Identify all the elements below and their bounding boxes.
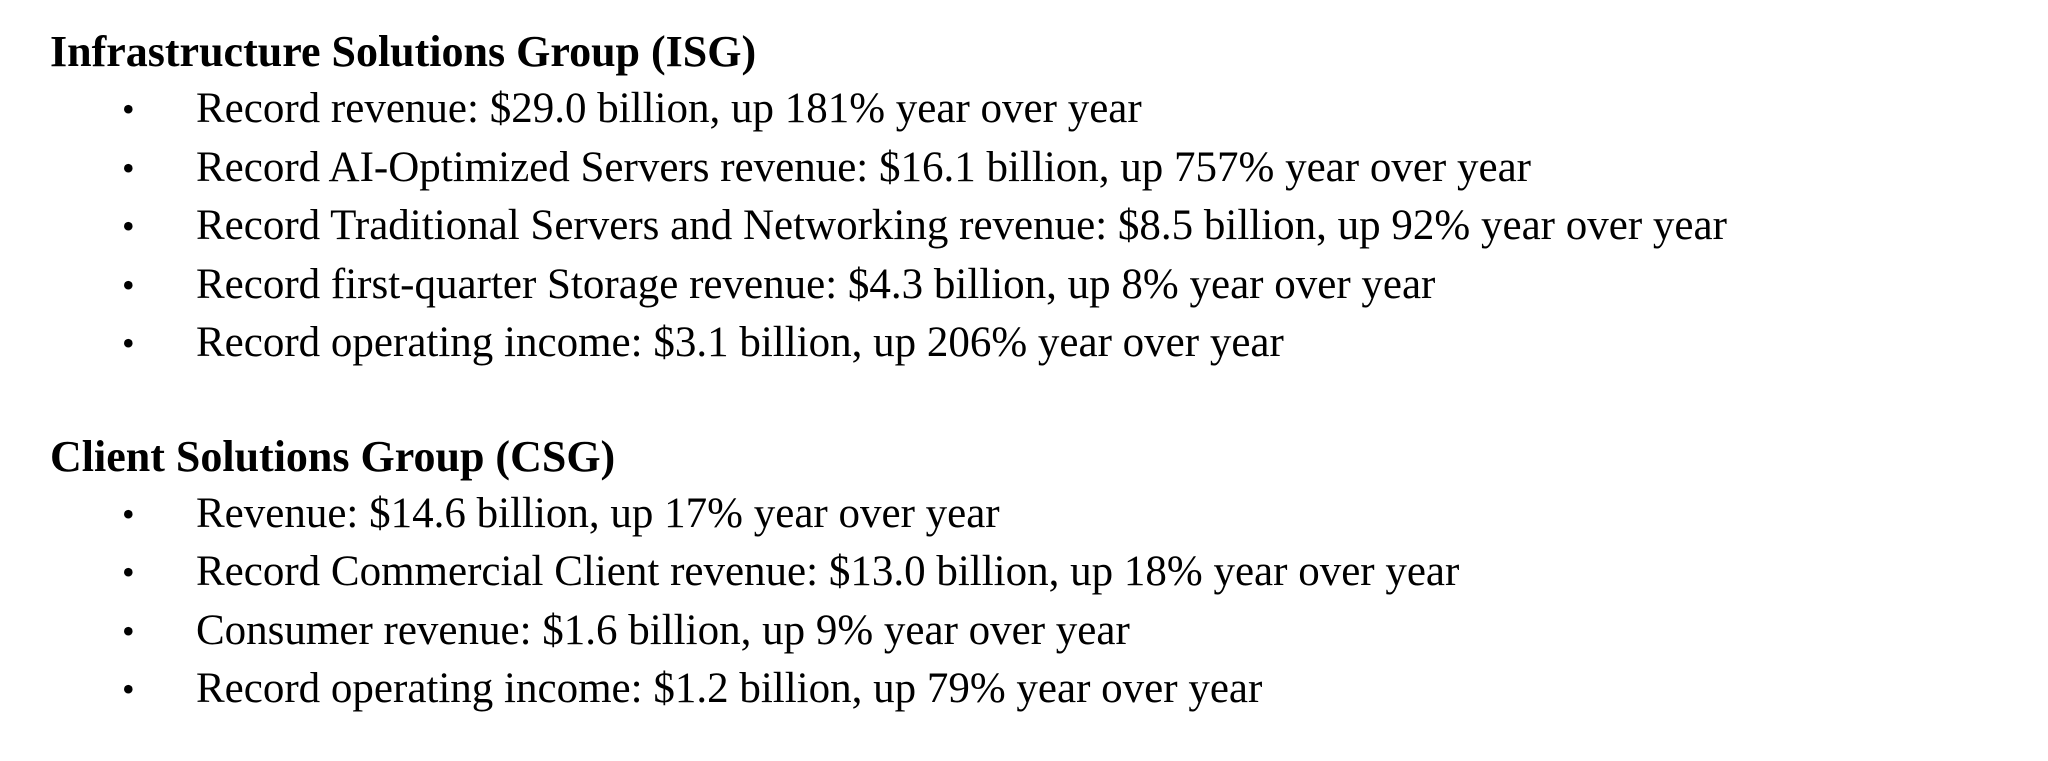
list-item: • Record first-quarter Storage revenue: … xyxy=(50,256,2030,315)
document-body: Infrastructure Solutions Group (ISG) • R… xyxy=(50,24,2030,719)
list-item: • Record operating income: $3.1 billion,… xyxy=(50,314,2030,373)
list-item: • Record AI-Optimized Servers revenue: $… xyxy=(50,139,2030,198)
bullet-icon: • xyxy=(122,147,135,188)
bullet-icon: • xyxy=(122,323,135,363)
section-heading-csg: Client Solutions Group (CSG) xyxy=(50,431,616,481)
list-item: • Consumer revenue: $1.6 billion, up 9% … xyxy=(50,602,2030,661)
bullet-icon: • xyxy=(122,552,135,592)
section-heading-isg: Infrastructure Solutions Group (ISG) xyxy=(50,27,757,76)
list-item-text: Revenue: $14.6 billion, up 17% year over… xyxy=(196,489,1000,537)
list-item-text: Record operating income: $1.2 billion, u… xyxy=(196,665,1263,712)
section-isg: Infrastructure Solutions Group (ISG) • R… xyxy=(50,24,2030,373)
bullet-icon: • xyxy=(122,493,135,534)
section-spacer xyxy=(50,373,2030,429)
list-item: • Revenue: $14.6 billion, up 17% year ov… xyxy=(50,485,2030,544)
list-item-text: Record Traditional Servers and Networkin… xyxy=(196,202,1727,249)
bullet-list-isg: • Record revenue: $29.0 billion, up 181%… xyxy=(50,80,2030,373)
section-csg: Client Solutions Group (CSG) • Revenue: … xyxy=(50,429,2030,719)
list-item: • Record operating income: $1.2 billion,… xyxy=(50,660,2030,719)
list-item: • Record Traditional Servers and Network… xyxy=(50,197,2030,256)
bullet-icon: • xyxy=(122,669,135,709)
list-item: • Record revenue: $29.0 billion, up 181%… xyxy=(50,80,2030,139)
list-item-text: Record operating income: $3.1 billion, u… xyxy=(196,319,1284,366)
list-item-text: Record revenue: $29.0 billion, up 181% y… xyxy=(196,85,1142,132)
list-item-text: Consumer revenue: $1.6 billion, up 9% ye… xyxy=(196,606,1130,654)
bullet-icon: • xyxy=(122,610,135,651)
list-item-text: Record AI-Optimized Servers revenue: $16… xyxy=(196,143,1531,191)
bullet-icon: • xyxy=(122,206,135,246)
bullet-icon: • xyxy=(122,264,135,305)
bullet-list-csg: • Revenue: $14.6 billion, up 17% year ov… xyxy=(50,485,2030,719)
list-item-text: Record Commercial Client revenue: $13.0 … xyxy=(196,548,1460,595)
bullet-icon: • xyxy=(122,89,135,129)
list-item: • Record Commercial Client revenue: $13.… xyxy=(50,543,2030,602)
list-item-text: Record first-quarter Storage revenue: $4… xyxy=(196,260,1436,308)
